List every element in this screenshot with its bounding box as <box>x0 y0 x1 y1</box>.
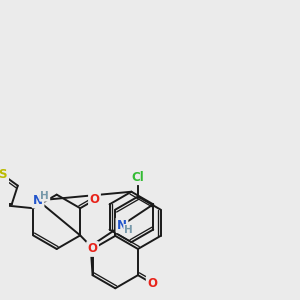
Text: O: O <box>88 242 98 256</box>
Text: S: S <box>0 168 6 181</box>
Text: O: O <box>147 277 157 290</box>
Text: H: H <box>40 190 49 201</box>
Text: N: N <box>117 219 127 232</box>
Text: H: H <box>124 225 133 235</box>
Text: Cl: Cl <box>132 171 144 184</box>
Text: N: N <box>33 194 43 207</box>
Text: O: O <box>89 194 100 206</box>
